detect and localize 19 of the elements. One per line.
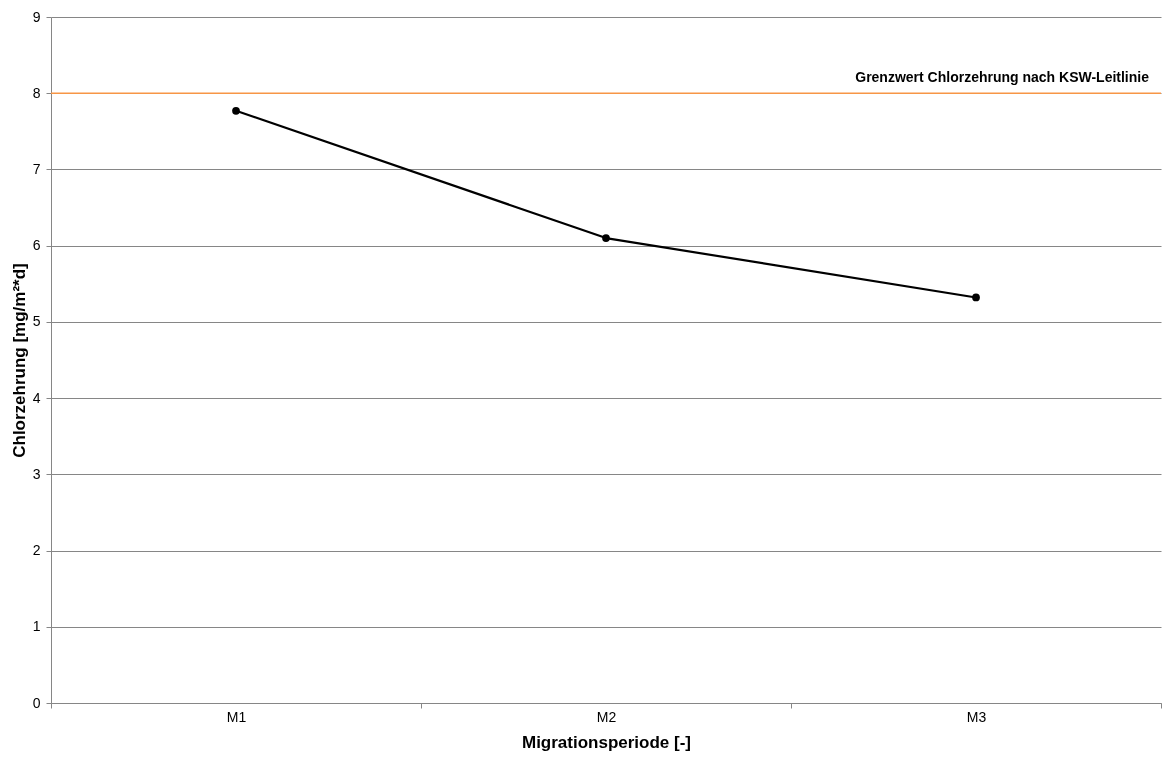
y-tick-label: 2	[32, 542, 41, 559]
y-tick-label: 7	[32, 160, 41, 177]
point	[602, 234, 610, 242]
y-tick-label: 0	[32, 694, 41, 711]
y-axis-title: Chlorzehrung [mg/m²*d]	[9, 263, 29, 458]
y-tick-label: 6	[32, 237, 41, 254]
y-tick-label: 1	[32, 618, 41, 635]
x-tick-label: M2	[596, 708, 617, 725]
point	[232, 106, 240, 115]
y-tick-label: 3	[32, 465, 41, 482]
x-tick-label: M3	[966, 708, 987, 725]
point	[972, 293, 980, 302]
y-tick-label: 8	[32, 84, 41, 101]
y-tick-label: 5	[32, 313, 41, 330]
ref-line-label: Grenzwert Chlorzehrung nach KSW-Leitlinie	[855, 69, 1150, 86]
x-tick-label: M1	[226, 708, 247, 725]
x-axis-title: Migrationsperiode [-]	[521, 732, 692, 752]
y-tick-label: 4	[32, 389, 41, 406]
y-tick-label: 9	[32, 8, 41, 25]
